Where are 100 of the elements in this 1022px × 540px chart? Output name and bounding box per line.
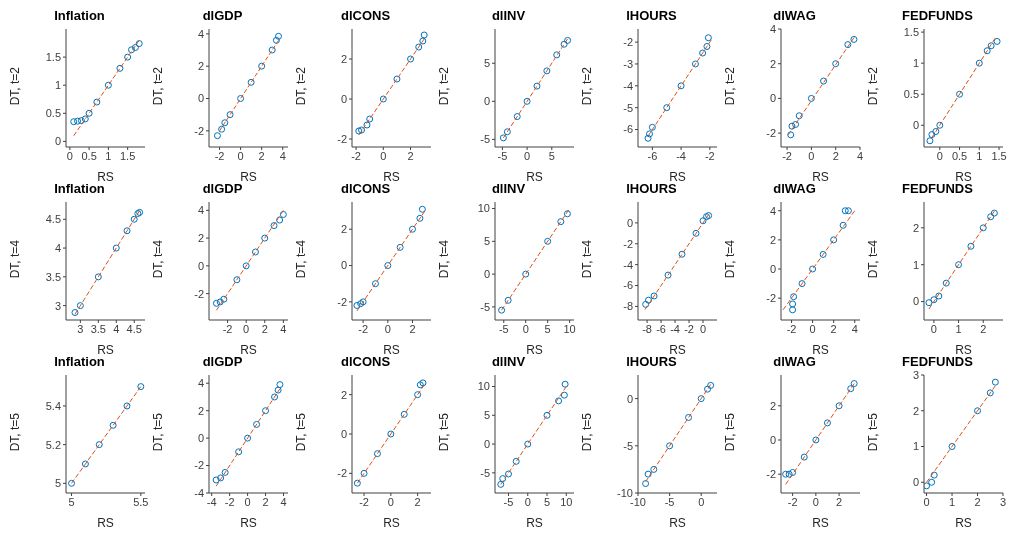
point xyxy=(936,121,944,129)
point xyxy=(400,410,408,418)
point xyxy=(81,115,89,123)
point xyxy=(373,450,381,458)
y-tick-label: 4.5 xyxy=(45,213,61,226)
y-tick-label: -2 xyxy=(337,295,347,308)
x-axis-title: RS xyxy=(97,170,114,184)
chart-title: dlCONS xyxy=(339,181,392,198)
point xyxy=(363,121,371,129)
point xyxy=(116,64,124,72)
y-tick-label: 0 xyxy=(912,295,919,308)
point xyxy=(850,35,858,43)
x-tick-label: -5 xyxy=(497,149,508,162)
point xyxy=(77,117,85,125)
y-tick-label: 10 xyxy=(477,202,490,215)
chart-title: dlWAG xyxy=(772,181,817,198)
point xyxy=(522,270,530,278)
y-tick-label: 4 xyxy=(54,241,61,254)
y-tick-label: -2 xyxy=(766,468,776,481)
point xyxy=(131,44,139,52)
x-axis-title: RS xyxy=(669,170,686,184)
point xyxy=(847,385,855,393)
point xyxy=(221,119,229,127)
y-tick-label: 2 xyxy=(340,52,347,65)
point xyxy=(979,224,987,232)
point xyxy=(832,60,840,68)
x-tick-label: 0 xyxy=(524,149,531,162)
point xyxy=(788,122,796,130)
point xyxy=(279,210,287,218)
point xyxy=(956,90,964,98)
point xyxy=(353,479,361,487)
point xyxy=(221,468,229,476)
y-tick-label: -6 xyxy=(623,123,633,136)
y-axis-title: DT, t=5 xyxy=(294,412,308,452)
point xyxy=(366,115,374,123)
point xyxy=(561,380,569,388)
y-tick-label: 3 xyxy=(54,299,61,312)
x-tick-label: 0.5 xyxy=(951,149,968,162)
point xyxy=(928,131,936,139)
point xyxy=(795,112,803,120)
x-tick-label: -5 xyxy=(664,495,675,508)
point xyxy=(212,299,220,307)
chart-title: dlGDP xyxy=(201,181,244,198)
point xyxy=(644,134,652,142)
point xyxy=(414,391,422,399)
point xyxy=(823,419,831,427)
y-tick-label: 1 xyxy=(54,79,61,92)
y-tick-label: 0 xyxy=(340,92,347,105)
point xyxy=(218,125,226,133)
y-tick-label: -5 xyxy=(480,133,490,146)
y-tick-label: 0.5 xyxy=(45,107,61,120)
point xyxy=(820,77,828,85)
x-tick-label: 0 xyxy=(244,495,251,508)
y-tick-label: 0 xyxy=(483,95,490,108)
x-axis-title: RS xyxy=(97,343,114,357)
point xyxy=(991,378,999,386)
y-axis-title: DT, t=2 xyxy=(866,66,880,106)
x-tick-label: -2 xyxy=(704,149,715,162)
x-tick-label: 4.5 xyxy=(126,322,142,335)
y-tick-label: 3 xyxy=(912,368,919,381)
y-tick-label: -5 xyxy=(623,439,633,452)
y-tick-label: 0 xyxy=(197,432,204,445)
y-axis-title: DT, t=4 xyxy=(151,239,165,279)
x-tick-label: 0 xyxy=(66,149,73,162)
y-tick-label: 2 xyxy=(197,60,204,73)
point xyxy=(275,32,283,40)
point xyxy=(841,207,849,215)
x-tick-label: -2 xyxy=(222,322,233,335)
x-axis-title: RS xyxy=(240,170,257,184)
chart-title: dlWAG xyxy=(772,8,817,25)
point xyxy=(371,280,379,288)
point xyxy=(644,296,652,304)
y-tick-label: 4 xyxy=(197,377,204,390)
x-tick-label: 1.5 xyxy=(120,149,136,162)
y-axis-title: DT, t=2 xyxy=(580,66,594,106)
x-tick-label: 5 xyxy=(544,322,551,335)
point xyxy=(504,470,512,478)
y-tick-label: 1 xyxy=(912,258,919,271)
point xyxy=(642,300,650,308)
x-axis-title: RS xyxy=(526,516,543,530)
x-tick-label: 0 xyxy=(384,322,391,335)
point xyxy=(663,104,671,112)
point xyxy=(360,469,368,477)
point xyxy=(955,261,963,269)
x-tick-label: 0 xyxy=(923,495,930,508)
x-tick-label: -2 xyxy=(787,495,798,508)
point xyxy=(499,475,507,483)
y-tick-label: 2 xyxy=(769,233,776,246)
point xyxy=(272,36,280,44)
y-tick-label: 1 xyxy=(912,440,919,453)
y-tick-label: -2 xyxy=(337,132,347,145)
point xyxy=(699,49,707,57)
point xyxy=(782,470,790,478)
y-axis-title: DT, t=4 xyxy=(866,239,880,279)
chart-title: FEDFUNDS xyxy=(901,354,974,371)
x-tick-label: 2 xyxy=(832,149,839,162)
point xyxy=(262,407,270,415)
x-tick-label: -2 xyxy=(224,495,235,508)
point xyxy=(135,40,143,48)
y-tick-label: 0 xyxy=(769,262,776,275)
